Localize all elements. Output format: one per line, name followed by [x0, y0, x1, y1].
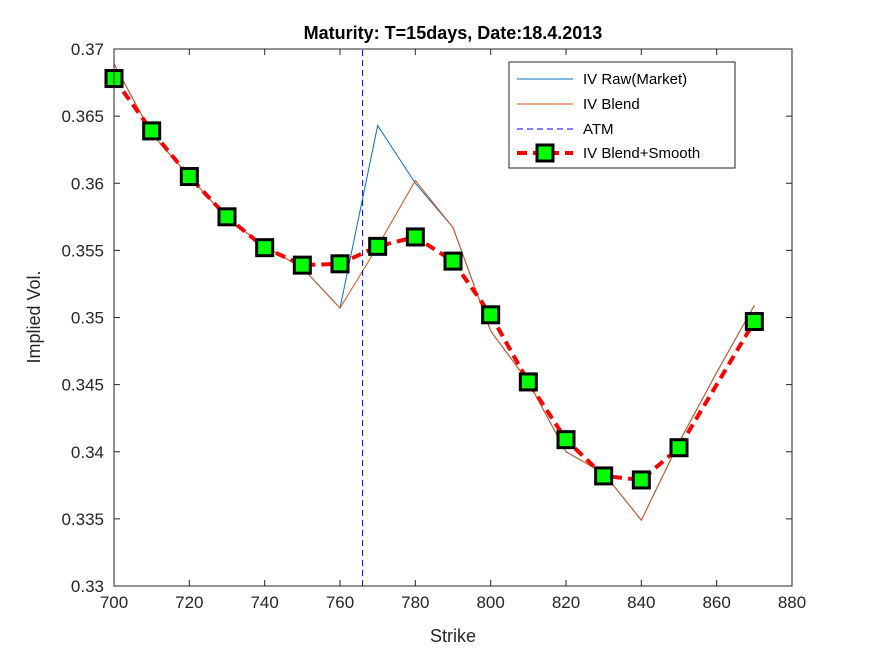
data-point-marker: [443, 251, 463, 271]
y-axis: 0.33 0.335 0.34 0.345 0.35 0.355 0.36 0.365 0.37: [61, 40, 792, 596]
y-tick-label: 0.35: [71, 309, 104, 328]
marker-layer: [104, 69, 764, 490]
y-tick-label: 0.33: [71, 577, 104, 596]
data-point-marker: [556, 430, 576, 450]
legend-label-atm: ATM: [583, 121, 614, 138]
x-tick-label: 700: [100, 593, 128, 612]
data-point-marker: [217, 207, 237, 227]
data-point-marker: [142, 121, 162, 141]
y-tick-label: 0.365: [61, 107, 104, 126]
x-axis-label: Strike: [430, 626, 476, 646]
x-tick-label: 740: [250, 593, 278, 612]
legend: IV Raw(Market) IV Blend ATM IV Blend+Smo…: [508, 61, 736, 169]
x-tick-label: 760: [326, 593, 354, 612]
y-tick-label: 0.34: [71, 443, 104, 462]
x-axis: 700 720 740 760 780 800 820 840 860 880: [100, 49, 806, 612]
x-tick-label: 820: [552, 593, 580, 612]
y-tick-label: 0.345: [61, 376, 104, 395]
chart-title: Maturity: T=15days, Date:18.4.2013: [304, 23, 603, 43]
data-point-marker: [405, 227, 425, 247]
x-tick-label: 780: [401, 593, 429, 612]
legend-label-iv-smooth: IV Blend+Smooth: [583, 145, 700, 162]
data-point-marker: [631, 470, 651, 490]
data-point-marker: [368, 236, 388, 256]
legend-label-iv-blend: IV Blend: [583, 96, 640, 113]
y-tick-label: 0.355: [61, 241, 104, 260]
y-tick-label: 0.335: [61, 510, 104, 529]
data-point-marker: [481, 305, 501, 325]
data-point-marker: [744, 312, 764, 332]
data-point-marker: [255, 238, 275, 258]
data-point-marker: [669, 438, 689, 458]
x-tick-label: 860: [702, 593, 730, 612]
data-point-marker: [518, 372, 538, 392]
legend-label-iv-raw: IV Raw(Market): [583, 71, 687, 88]
x-tick-label: 880: [778, 593, 806, 612]
x-tick-label: 720: [175, 593, 203, 612]
data-point-marker: [594, 466, 614, 486]
x-tick-label: 800: [476, 593, 504, 612]
data-point-marker: [330, 254, 350, 274]
plot-frame: [113, 48, 793, 587]
data-point-marker: [292, 255, 312, 275]
y-tick-label: 0.37: [71, 40, 104, 59]
x-tick-label: 840: [627, 593, 655, 612]
y-axis-label: Implied Vol.: [24, 270, 44, 363]
legend-swatch-marker: [535, 143, 555, 163]
data-point-marker: [179, 167, 199, 187]
y-tick-label: 0.36: [71, 174, 104, 193]
